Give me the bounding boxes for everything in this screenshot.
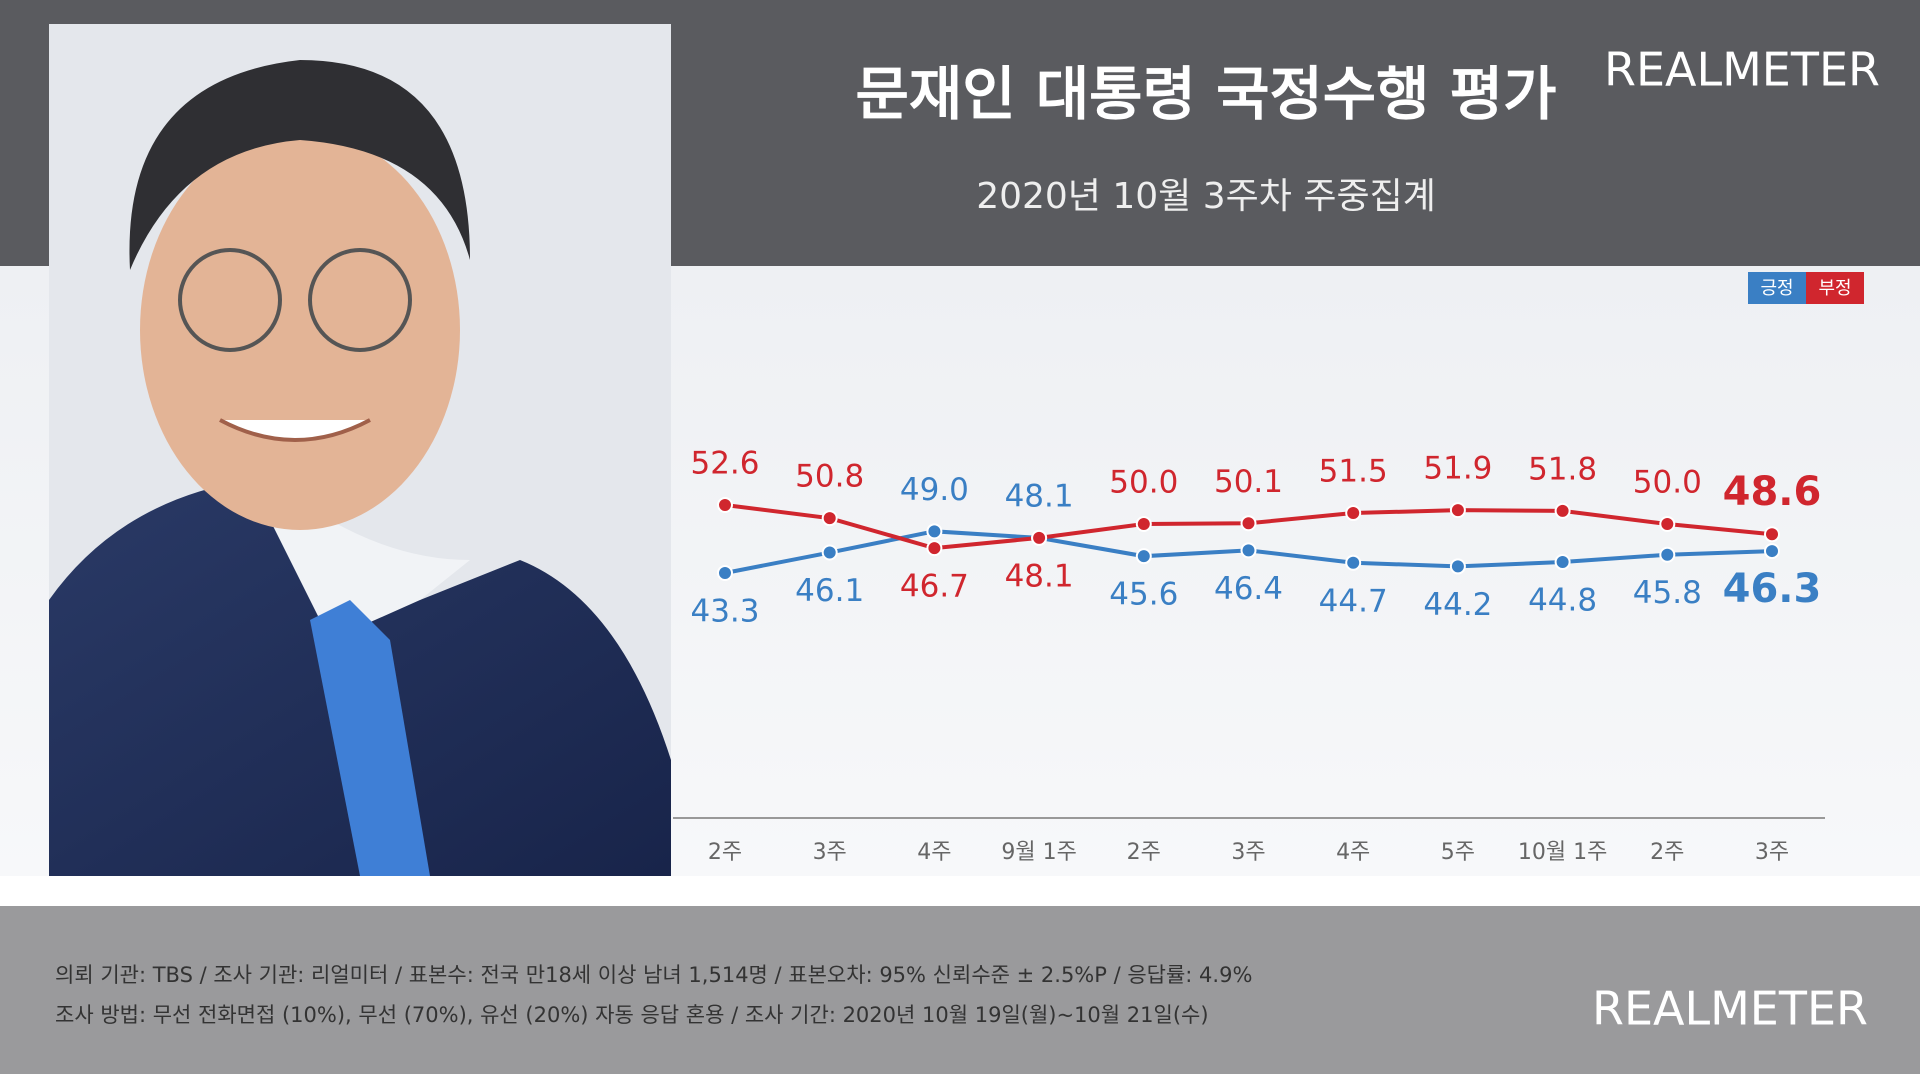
x-tick-label: 2주: [708, 840, 742, 865]
data-point: [1554, 554, 1571, 571]
x-tick-label: 4주: [1336, 840, 1370, 865]
legend-swatch: [1748, 272, 1806, 304]
data-point: [717, 565, 733, 581]
data-point: [926, 540, 943, 557]
legend-label: 긍정: [1760, 278, 1793, 299]
chart-title: 문재인 대통령 국정수행 평가: [856, 60, 1557, 128]
tie: [310, 600, 430, 876]
legend-swatch: [1806, 272, 1864, 304]
data-point: [926, 523, 943, 540]
x-tick-label: 2주: [1127, 840, 1161, 865]
glasses: [308, 248, 412, 352]
x-tick-label: 3주: [813, 840, 847, 865]
value-label: 45.6: [1109, 577, 1178, 613]
value-label: 45.8: [1633, 575, 1702, 611]
value-label: 46.1: [795, 573, 864, 609]
value-label: 50.0: [1109, 465, 1178, 501]
value-label: 50.0: [1633, 465, 1702, 501]
data-point: [1240, 542, 1257, 559]
portrait: [49, 24, 671, 876]
footer-band: [0, 906, 1920, 1074]
value-label: 50.1: [1214, 464, 1283, 500]
value-label: 46.3: [1723, 566, 1822, 612]
value-label: 46.7: [900, 569, 969, 605]
value-label: 50.8: [795, 459, 864, 495]
glasses: [178, 248, 282, 352]
value-label: 44.8: [1528, 583, 1597, 619]
data-point: [821, 544, 838, 561]
value-label: 46.4: [1214, 571, 1283, 607]
data-point: [1659, 546, 1676, 563]
data-point: [1659, 516, 1676, 533]
brand: REALMETER: [1592, 982, 1868, 1036]
value-label: 51.8: [1528, 451, 1597, 487]
data-point: [1449, 502, 1466, 519]
data-point: [717, 497, 733, 513]
brand: REALMETER: [1604, 43, 1880, 97]
data-point: [1449, 558, 1466, 575]
data-point: [1764, 543, 1780, 560]
chart-subtitle: 2020년 10월 3주차 주중집계: [976, 176, 1436, 217]
value-label: 49.0: [900, 472, 969, 508]
data-point: [1031, 529, 1048, 546]
data-point: [1764, 526, 1780, 543]
x-tick-label: 5주: [1441, 840, 1475, 865]
value-label: 52.6: [690, 446, 759, 482]
footnote: 조사 방법: 무선 전화면접 (10%), 무선 (70%), 유선 (20%)…: [55, 1003, 1209, 1027]
data-point: [1135, 516, 1152, 533]
data-point: [821, 510, 838, 527]
hair: [129, 60, 470, 270]
value-label: 51.5: [1319, 454, 1388, 490]
x-tick-label: 10월 1주: [1518, 840, 1607, 865]
value-label: 48.1: [1005, 478, 1074, 514]
x-tick-label: 9월 1주: [1001, 840, 1076, 865]
face: [140, 130, 460, 530]
value-label: 44.7: [1319, 583, 1388, 619]
value-label: 48.1: [1005, 558, 1074, 594]
x-tick-label: 3주: [1755, 840, 1789, 865]
legend-label: 부정: [1818, 278, 1851, 299]
data-point: [1135, 548, 1152, 565]
data-point: [1345, 505, 1362, 522]
x-tick-label: 2주: [1650, 840, 1684, 865]
value-label: 43.3: [690, 594, 759, 630]
footnote: 의뢰 기관: TBS / 조사 기관: 리얼미터 / 표본수: 전국 만18세 …: [55, 963, 1252, 987]
data-point: [1345, 554, 1362, 571]
smile: [219, 418, 371, 442]
x-tick-label: 4주: [917, 840, 951, 865]
x-tick-label: 3주: [1231, 840, 1265, 865]
value-label: 44.2: [1423, 587, 1492, 623]
data-point: [1240, 515, 1257, 532]
value-label: 51.9: [1423, 451, 1492, 487]
data-point: [1554, 502, 1571, 519]
value-label: 48.6: [1723, 469, 1822, 515]
